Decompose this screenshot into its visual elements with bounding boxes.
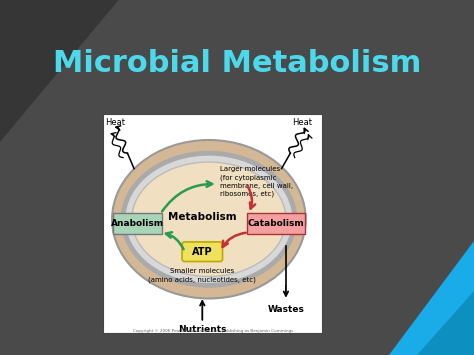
Ellipse shape — [132, 162, 286, 277]
FancyBboxPatch shape — [247, 213, 305, 234]
FancyBboxPatch shape — [182, 242, 223, 262]
FancyBboxPatch shape — [103, 114, 323, 334]
Ellipse shape — [123, 153, 295, 285]
Text: Metabolism: Metabolism — [168, 212, 237, 222]
Text: Larger molecules
(for cytoplasmic
membrane, cell wall,
ribosomes, etc): Larger molecules (for cytoplasmic membra… — [220, 166, 293, 197]
Text: Copyright © 2006 Pearson Education, Inc., publishing as Benjamin Cummings: Copyright © 2006 Pearson Education, Inc.… — [133, 329, 293, 333]
FancyArrowPatch shape — [223, 233, 246, 247]
Text: Wastes: Wastes — [267, 305, 304, 314]
Text: Smaller molecules
(amino acids, nucleotides, etc): Smaller molecules (amino acids, nucleoti… — [148, 268, 256, 283]
FancyBboxPatch shape — [113, 213, 162, 234]
Text: Heat: Heat — [105, 118, 126, 127]
FancyArrowPatch shape — [248, 186, 255, 209]
Text: Microbial Metabolism: Microbial Metabolism — [53, 49, 421, 78]
Text: ATP: ATP — [192, 247, 213, 257]
FancyArrowPatch shape — [162, 181, 212, 212]
Text: Nutrients: Nutrients — [178, 325, 227, 334]
Text: Anabolism: Anabolism — [111, 219, 164, 228]
FancyArrowPatch shape — [166, 232, 183, 249]
Text: Heat: Heat — [292, 118, 312, 127]
Text: Catabolism: Catabolism — [247, 219, 304, 228]
Ellipse shape — [112, 140, 306, 299]
